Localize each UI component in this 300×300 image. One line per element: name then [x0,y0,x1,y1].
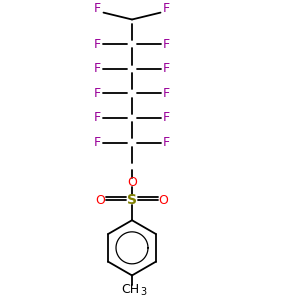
Text: F: F [163,2,170,16]
Text: 3: 3 [140,287,146,297]
Text: O: O [96,194,105,207]
Text: CH: CH [122,283,140,296]
Text: F: F [163,136,170,149]
Text: F: F [163,111,170,124]
Text: F: F [94,87,101,100]
Text: O: O [159,194,168,207]
Text: F: F [94,62,101,75]
Text: F: F [163,62,170,75]
Text: F: F [163,87,170,100]
Text: F: F [94,38,101,51]
Text: F: F [163,38,170,51]
Text: F: F [94,111,101,124]
Text: F: F [94,136,101,149]
Text: O: O [127,176,137,189]
Text: F: F [94,2,101,16]
Text: S: S [127,193,137,207]
